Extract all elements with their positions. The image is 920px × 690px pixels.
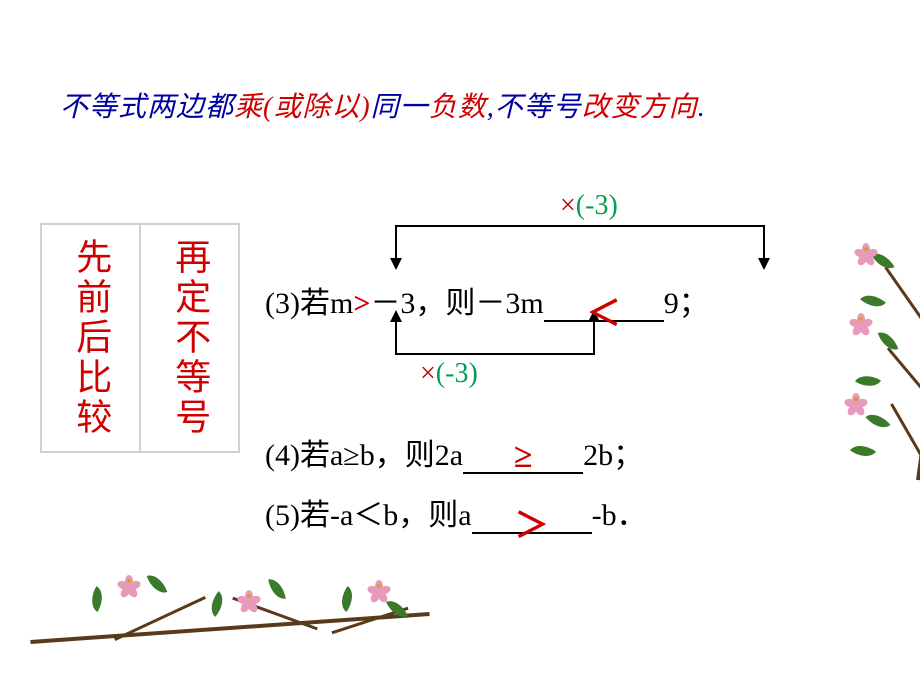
q4-prefix: (4)若a≥b，则2a	[265, 439, 463, 472]
flower-decoration-bottom	[30, 530, 450, 670]
vertical-text: 先前后比较	[71, 238, 111, 438]
multiplier-value: (-3)	[436, 358, 478, 389]
text-emphasis: 改变方向	[582, 92, 698, 123]
arrow-down-icon	[390, 258, 402, 270]
multiply-label-top: ×(-3)	[560, 190, 618, 222]
text: 不等式两边都	[60, 92, 234, 123]
multiplier-value: (-3)	[576, 190, 618, 221]
bracket-bottom	[395, 320, 595, 355]
q5-answer: ＞	[515, 508, 549, 545]
question-4: (4)若a≥b，则2a≥2b；	[265, 430, 643, 474]
answer-blank: ＞	[472, 502, 592, 534]
q3-prefix: (3)若m	[265, 287, 353, 320]
q3-suffix: 9；	[664, 287, 709, 320]
arrow-down-icon	[758, 258, 770, 270]
times-symbol: ×	[420, 358, 436, 389]
text: ,不等号	[487, 92, 582, 123]
q5-prefix: (5)若-a＜b，则a	[265, 499, 472, 532]
q4-suffix: 2b；	[583, 439, 643, 472]
flower-decoration-right	[830, 220, 920, 480]
question-3: (3)若m>－3，则－3m＜9；	[265, 278, 709, 322]
answer-blank: ＜	[544, 290, 664, 322]
method-step-1: 先前后比较	[41, 224, 140, 452]
bracket-top	[395, 225, 765, 263]
rule-statement: 不等式两边都乘(或除以)同一负数,不等号改变方向.	[60, 85, 706, 125]
q3-gt: >	[353, 287, 370, 320]
multiply-label-bottom: ×(-3)	[420, 358, 478, 390]
q3-mid: －3，则－3m	[370, 287, 543, 320]
text: 同一	[371, 92, 429, 123]
q3-answer: ＜	[587, 296, 621, 333]
text-emphasis: 负数	[429, 92, 487, 123]
answer-blank: ≥	[463, 442, 583, 474]
text-emphasis: 乘(或除以)	[234, 92, 371, 123]
q4-answer: ≥	[514, 438, 533, 475]
vertical-text: 再定不等号	[170, 238, 210, 438]
method-box: 先前后比较 再定不等号	[40, 223, 240, 453]
method-step-2: 再定不等号	[140, 224, 239, 452]
text: .	[698, 92, 706, 123]
times-symbol: ×	[560, 190, 576, 221]
q5-suffix: -b．	[592, 499, 647, 532]
question-5: (5)若-a＜b，则a＞-b．	[265, 490, 647, 534]
